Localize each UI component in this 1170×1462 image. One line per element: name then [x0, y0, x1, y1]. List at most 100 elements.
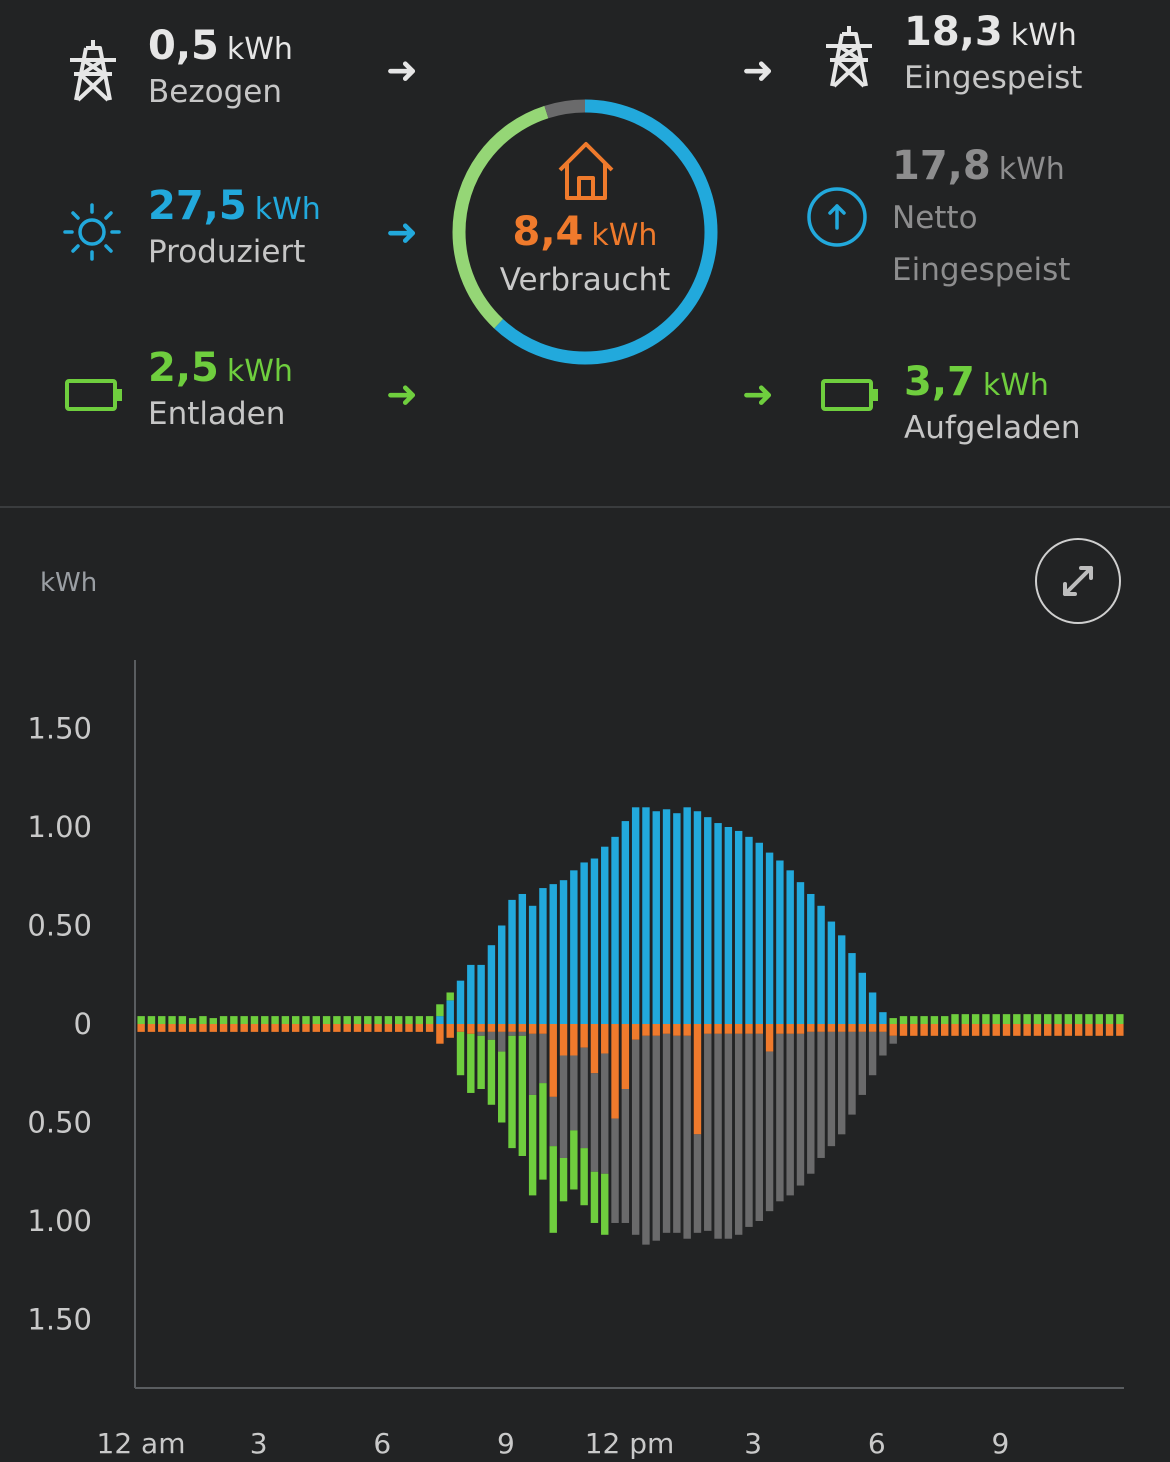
energy-summary: 0,5 kWh Bezogen ➜ 27,5 kWh Produziert ➜ 2,…: [0, 0, 1170, 506]
bar-battery_discharge: [343, 1016, 351, 1024]
bar-group: [662, 809, 671, 1233]
bar-battery_discharge: [364, 1016, 372, 1024]
entladen-label: Entladen: [148, 396, 286, 432]
bar-grid_export: [765, 1051, 774, 1212]
x-tick-label: 6: [868, 1427, 886, 1460]
bar-home: [271, 1024, 279, 1032]
arrow-right-icon: ➜: [386, 48, 418, 92]
expand-icon: [1063, 566, 1093, 596]
bar-solar: [508, 899, 516, 1024]
bar-home: [1095, 1024, 1103, 1036]
x-tick-label: 9: [497, 1427, 515, 1460]
bar-battery_discharge: [971, 1014, 980, 1024]
bar-battery_discharge: [910, 1016, 918, 1024]
bar-group: [817, 905, 825, 1158]
bar-home: [621, 1024, 630, 1090]
bar-group: [333, 1016, 341, 1032]
bar-home: [765, 1024, 774, 1052]
bar-solar: [776, 860, 784, 1024]
bar-battery_discharge: [415, 1016, 424, 1024]
bar-battery_discharge: [1023, 1014, 1031, 1024]
verbraucht-unit: kWh: [591, 218, 658, 253]
expand-button[interactable]: [1035, 538, 1121, 624]
bar-battery_discharge: [230, 1016, 238, 1024]
bar-battery_charge: [601, 1173, 609, 1235]
bar-battery_discharge: [137, 1016, 145, 1024]
bar-solar: [827, 921, 836, 1024]
bar-home: [384, 1024, 393, 1032]
bar-home: [1116, 1024, 1124, 1036]
bar-home: [549, 1024, 557, 1097]
bar-battery_discharge: [405, 1016, 413, 1024]
bar-group: [518, 893, 527, 1156]
bar-battery_discharge: [1116, 1014, 1124, 1024]
bar-grid_export: [745, 1033, 753, 1227]
house-icon: [556, 140, 616, 206]
bar-solar: [765, 852, 774, 1024]
bar-home: [879, 1024, 887, 1032]
bar-home: [683, 1024, 691, 1036]
y-tick-label: 0.50: [27, 909, 92, 943]
bar-group: [415, 1016, 424, 1032]
bar-battery_discharge: [147, 1016, 156, 1024]
bar-battery_charge: [549, 1146, 557, 1233]
bar-home: [734, 1024, 743, 1034]
bar-home: [899, 1024, 908, 1036]
bar-battery_discharge: [353, 1016, 362, 1024]
bar-battery_discharge: [941, 1016, 949, 1024]
bar-group: [261, 1016, 269, 1032]
y-tick-label: 1.00: [27, 1204, 92, 1238]
bar-grid_export: [518, 1031, 527, 1036]
bar-solar: [436, 1016, 444, 1024]
bar-solar: [467, 964, 475, 1024]
bar-home: [209, 1024, 217, 1032]
bar-group: [1095, 1014, 1103, 1036]
bar-battery_discharge: [281, 1016, 290, 1024]
bar-home: [508, 1024, 516, 1032]
bar-group: [178, 1016, 187, 1032]
bar-group: [528, 905, 537, 1196]
bar-home: [755, 1024, 763, 1034]
bar-group: [1105, 1014, 1114, 1036]
eingespeist-unit: kWh: [1010, 18, 1077, 53]
bar-group: [250, 1016, 259, 1032]
bar-battery_discharge: [374, 1016, 382, 1024]
y-tick-label: 0: [74, 1007, 92, 1041]
power-tower-icon: [66, 38, 120, 106]
bar-battery_discharge: [446, 992, 454, 1001]
bar-home: [590, 1024, 599, 1074]
bar-group: [693, 811, 702, 1233]
bar-group: [704, 817, 712, 1231]
bar-solar: [868, 992, 877, 1024]
bar-grid_export: [621, 1089, 630, 1223]
bar-grid_export: [889, 1035, 897, 1044]
bar-home: [158, 1024, 166, 1032]
ring-battery-segment: [452, 99, 718, 365]
bar-battery_charge: [570, 1130, 578, 1190]
bar-battery_charge: [467, 1033, 475, 1093]
bar-home: [559, 1024, 568, 1056]
bar-grid_export: [786, 1033, 794, 1196]
bar-battery_discharge: [188, 1018, 197, 1024]
bar-battery_charge: [487, 1039, 496, 1105]
bar-battery_discharge: [199, 1016, 207, 1024]
bar-home: [1044, 1024, 1052, 1036]
bar-battery_charge: [528, 1094, 537, 1196]
bar-group: [199, 1016, 207, 1032]
bar-battery_discharge: [1054, 1014, 1062, 1024]
bar-home: [930, 1024, 939, 1036]
bar-group: [631, 807, 640, 1235]
battery-icon: [820, 378, 882, 416]
bar-grid_export: [590, 1073, 599, 1172]
bar-battery_charge: [559, 1157, 568, 1202]
bar-home: [724, 1024, 733, 1034]
verbraucht-label: Verbraucht: [499, 262, 671, 298]
bar-battery_discharge: [436, 1004, 444, 1017]
bar-group: [446, 992, 454, 1038]
bar-home: [168, 1024, 176, 1032]
bar-battery_discharge: [333, 1016, 341, 1024]
bar-home: [992, 1024, 1000, 1036]
bar-group: [405, 1016, 413, 1032]
bar-battery_discharge: [384, 1016, 393, 1024]
bar-group: [982, 1014, 990, 1036]
